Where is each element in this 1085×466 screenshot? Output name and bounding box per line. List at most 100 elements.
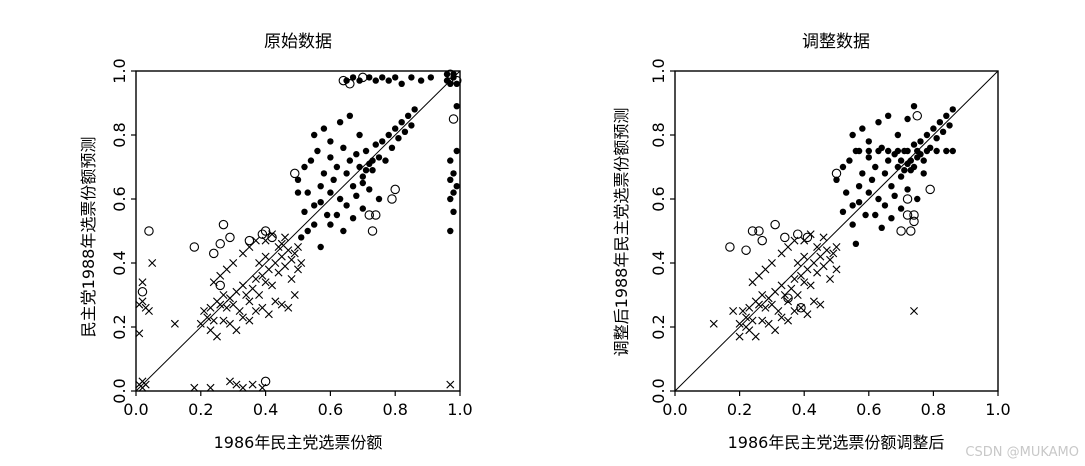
point-cross bbox=[229, 300, 238, 309]
point-filled-circle bbox=[411, 106, 418, 113]
point-open-circle bbox=[371, 210, 381, 220]
point-filled-circle bbox=[884, 112, 892, 120]
point-filled-circle bbox=[349, 183, 357, 190]
point-cross bbox=[777, 249, 786, 258]
y-tick-label: 0.2 bbox=[649, 314, 668, 339]
point-filled-circle bbox=[356, 131, 363, 139]
point-cross bbox=[738, 307, 747, 315]
point-cross bbox=[297, 259, 306, 267]
point-filled-circle bbox=[327, 138, 334, 145]
point-cross bbox=[813, 243, 822, 251]
x-tick-label: 0.0 bbox=[662, 400, 687, 419]
point-open-circle bbox=[144, 226, 154, 236]
point-cross bbox=[225, 377, 234, 386]
point-cross bbox=[274, 243, 283, 251]
point-open-circle bbox=[225, 232, 235, 243]
point-cross bbox=[816, 252, 825, 261]
point-filled-circle bbox=[875, 119, 882, 126]
point-filled-circle bbox=[340, 227, 347, 235]
point-filled-circle bbox=[340, 144, 347, 151]
point-open-circle bbox=[783, 293, 793, 303]
point-filled-circle bbox=[907, 157, 914, 164]
point-filled-circle bbox=[878, 224, 885, 231]
y-tick-label: 1.0 bbox=[110, 58, 129, 83]
y-tick-label: 0.2 bbox=[110, 314, 129, 339]
point-open-circle bbox=[909, 210, 919, 220]
point-cross bbox=[748, 316, 757, 325]
point-cross bbox=[284, 246, 293, 255]
point-cross bbox=[251, 275, 260, 283]
point-open-circle bbox=[792, 229, 803, 239]
x-ticks: 0.0 0.2 0.4 0.6 0.8 1.0 bbox=[123, 391, 473, 419]
point-cross bbox=[771, 326, 780, 335]
point-filled-circle bbox=[865, 147, 872, 155]
point-cross bbox=[258, 271, 267, 280]
point-cross bbox=[777, 281, 786, 290]
point-filled-circle bbox=[359, 205, 366, 212]
point-cross bbox=[144, 307, 153, 315]
point-cross bbox=[222, 303, 231, 312]
point-filled-circle bbox=[859, 125, 866, 132]
point-filled-circle bbox=[408, 74, 415, 81]
point-filled-circle bbox=[392, 125, 399, 132]
point-filled-circle bbox=[881, 170, 889, 177]
point-cross bbox=[784, 297, 793, 306]
point-cross bbox=[800, 278, 809, 287]
point-filled-circle bbox=[447, 157, 454, 164]
point-open-circle bbox=[725, 242, 735, 252]
point-filled-circle bbox=[849, 131, 856, 139]
point-filled-circle bbox=[865, 138, 872, 145]
point-filled-circle bbox=[450, 189, 457, 196]
point-cross bbox=[754, 271, 763, 280]
point-filled-circle bbox=[333, 211, 341, 219]
point-filled-circle bbox=[379, 138, 386, 145]
point-filled-circle bbox=[366, 186, 373, 193]
point-cross bbox=[277, 300, 286, 309]
point-cross bbox=[796, 271, 805, 280]
point-open-circle bbox=[902, 194, 913, 204]
point-filled-circle bbox=[362, 147, 370, 155]
point-filled-circle bbox=[330, 176, 337, 183]
point-cross bbox=[216, 300, 225, 309]
x-axis-label: 1986年民主党选票份额 bbox=[214, 433, 383, 452]
y-ticks: 0.0 0.2 0.4 0.6 0.8 1.0 bbox=[110, 58, 136, 404]
point-filled-circle bbox=[447, 80, 454, 88]
chart-title: 原始数据 bbox=[264, 32, 332, 52]
point-open-circle bbox=[367, 226, 378, 236]
point-filled-circle bbox=[323, 211, 331, 219]
point-open-circle bbox=[390, 184, 400, 195]
point-filled-circle bbox=[923, 131, 931, 139]
point-filled-circle bbox=[346, 112, 354, 120]
point-filled-circle bbox=[343, 170, 350, 177]
point-filled-circle bbox=[356, 163, 363, 171]
point-filled-circle bbox=[888, 215, 895, 222]
point-filled-circle bbox=[453, 147, 460, 155]
x-tick-label: 0.4 bbox=[791, 400, 816, 419]
point-open-circle bbox=[260, 226, 271, 236]
point-cross bbox=[222, 265, 231, 274]
point-filled-circle bbox=[395, 135, 402, 142]
point-cross bbox=[138, 377, 147, 386]
point-cross bbox=[803, 265, 812, 274]
point-open-circle bbox=[345, 79, 355, 89]
point-filled-circle bbox=[849, 202, 856, 209]
point-cross bbox=[206, 383, 215, 392]
point-cross bbox=[829, 249, 838, 258]
point-filled-circle bbox=[920, 170, 927, 177]
x-tick-label: 0.8 bbox=[921, 400, 946, 419]
point-cross bbox=[238, 249, 247, 258]
point-cross bbox=[287, 275, 296, 283]
point-cross bbox=[255, 259, 264, 267]
reference-line bbox=[135, 70, 461, 392]
point-cross bbox=[767, 300, 776, 309]
point-cross bbox=[274, 268, 283, 277]
point-filled-circle bbox=[946, 122, 953, 129]
point-filled-circle bbox=[910, 141, 918, 148]
point-filled-circle bbox=[930, 125, 937, 132]
point-filled-circle bbox=[385, 77, 392, 84]
point-cross bbox=[796, 303, 805, 312]
point-filled-circle bbox=[917, 138, 924, 145]
point-filled-circle bbox=[839, 163, 847, 171]
point-cross bbox=[284, 303, 293, 312]
